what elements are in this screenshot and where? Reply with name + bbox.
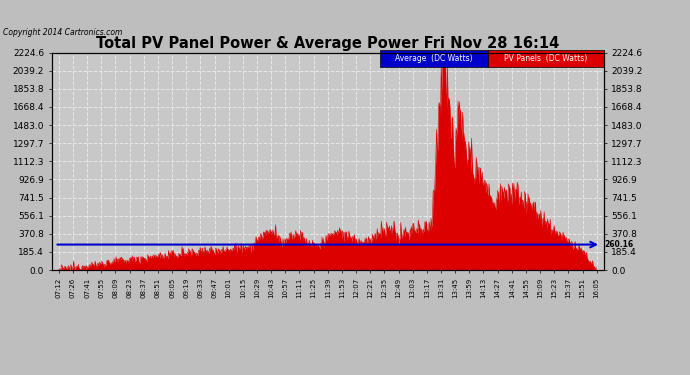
Text: Average  (DC Watts): Average (DC Watts)	[395, 54, 473, 63]
Text: Copyright 2014 Cartronics.com: Copyright 2014 Cartronics.com	[3, 28, 123, 37]
FancyBboxPatch shape	[488, 50, 604, 67]
Title: Total PV Panel Power & Average Power Fri Nov 28 16:14: Total PV Panel Power & Average Power Fri…	[96, 36, 560, 51]
Text: PV Panels  (DC Watts): PV Panels (DC Watts)	[504, 54, 587, 63]
FancyBboxPatch shape	[380, 50, 488, 67]
Text: 260.16: 260.16	[605, 240, 634, 249]
